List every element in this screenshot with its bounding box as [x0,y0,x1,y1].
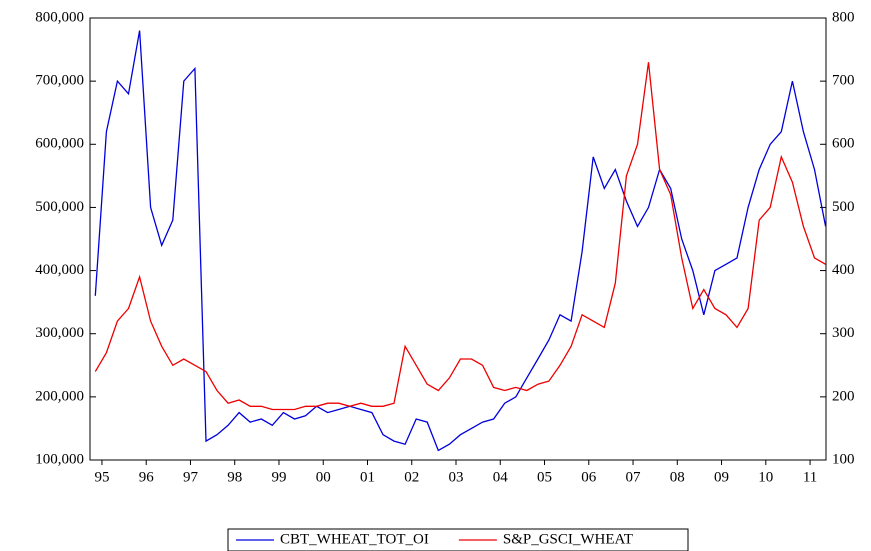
x-tick-label: 11 [803,469,817,485]
x-tick-label: 97 [183,469,199,485]
y-tick-label: 800,000 [35,9,84,25]
y-tick-label: 200,000 [35,388,84,404]
y2-tick-label: 200 [832,388,855,404]
legend: CBT_WHEAT_TOT_OI S&P_GSCI_WHEAT [227,528,689,551]
x-tick-label: 09 [714,469,729,485]
y-tick-label: 500,000 [35,199,84,215]
y2-tick-label: 400 [832,262,855,278]
x-tick-label: 10 [758,469,773,485]
x-tick-label: 05 [537,469,552,485]
x-tick-label: 06 [581,469,597,485]
y2-tick-label: 300 [832,325,855,341]
y2-tick-label: 600 [832,136,855,152]
y-tick-label: 100,000 [35,451,84,467]
x-tick-label: 96 [139,469,155,485]
y-tick-label: 300,000 [35,325,84,341]
x-tick-label: 04 [493,469,509,485]
series-line [94,30,827,452]
x-tick-label: 99 [271,469,286,485]
x-tick-label: 08 [670,469,685,485]
x-tick-label: 03 [449,469,464,485]
y-tick-label: 700,000 [35,73,84,89]
x-tick-label: 00 [316,469,331,485]
y2-tick-label: 800 [832,9,855,25]
y-tick-label: 600,000 [35,136,84,152]
y-tick-label: 400,000 [35,262,84,278]
plot-frame [89,17,827,461]
y2-tick-label: 100 [832,451,855,467]
legend-box [227,528,689,551]
x-tick-label: 98 [227,469,242,485]
y2-tick-label: 500 [832,199,855,215]
x-tick-label: 95 [94,469,109,485]
x-tick-label: 01 [360,469,375,485]
series-line [94,62,826,411]
legend-label: CBT_WHEAT_TOT_OI [280,531,429,547]
x-tick-label: 07 [626,469,642,485]
y2-tick-label: 700 [832,73,855,89]
x-tick-label: 02 [404,469,419,485]
legend-label: S&P_GSCI_WHEAT [503,531,633,547]
